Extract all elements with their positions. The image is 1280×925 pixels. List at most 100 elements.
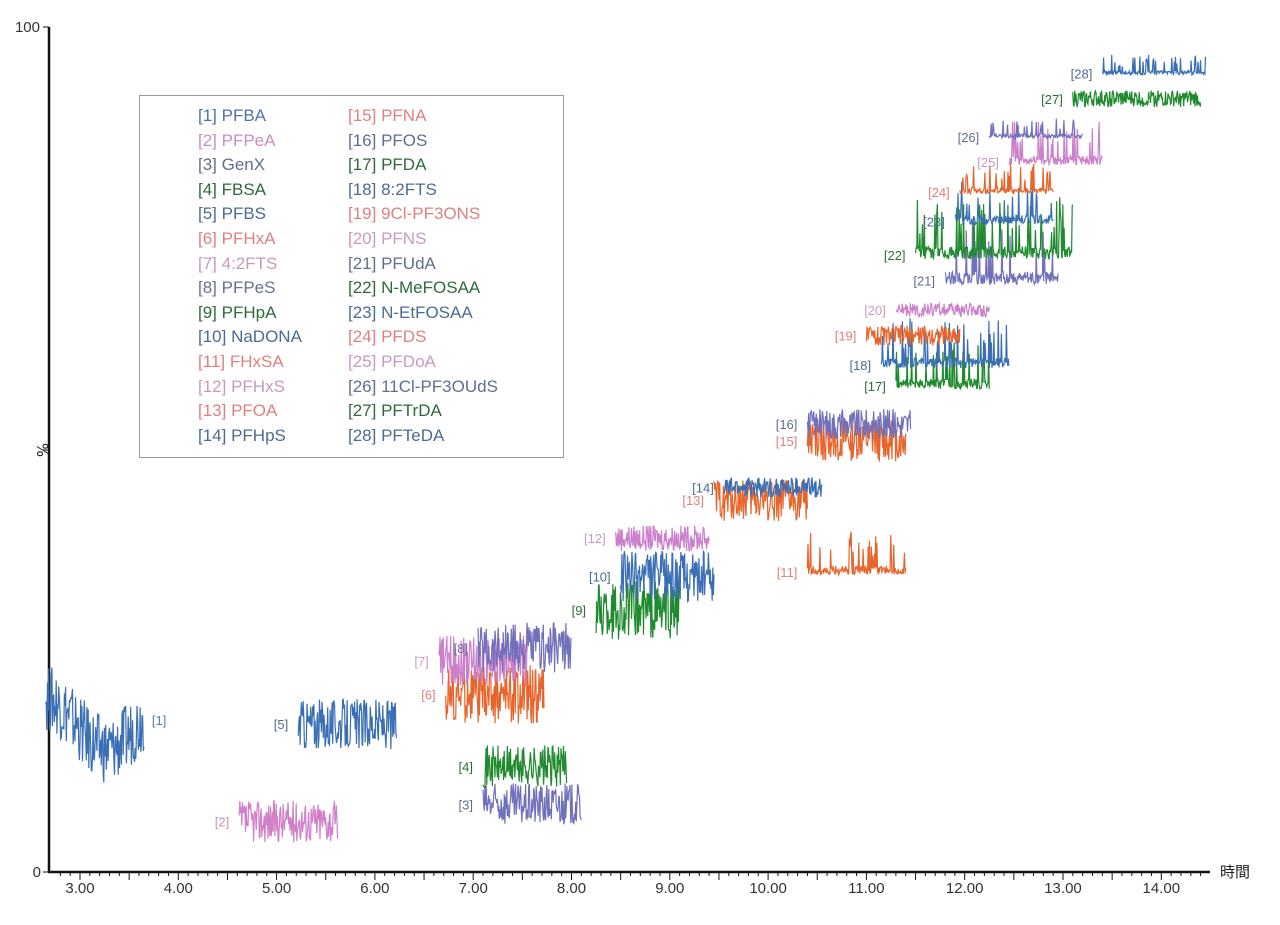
legend-item: [27] PFTrDA <box>348 401 442 421</box>
x-tick-label: 14.00 <box>1143 880 1181 897</box>
legend-item: [28] PFTeDA <box>348 425 445 445</box>
x-tick-label: 6.00 <box>360 880 389 897</box>
legend-item: [23] N-EtFOSAA <box>348 302 473 322</box>
y-tick-label-100: 100 <box>15 19 40 36</box>
legend-item: [2] PFPeA <box>198 130 276 150</box>
x-tick-label: 10.00 <box>749 880 787 897</box>
legend-column-2: [15] PFNA [16] PFOS [17] PFDA [18] 8:2FTS [1… <box>348 104 498 448</box>
legend-item: [19] 9Cl-PF3ONS <box>348 204 481 224</box>
x-tick-label: 13.00 <box>1044 880 1082 897</box>
peak-label-21: [21] <box>913 274 935 289</box>
peak-label-24: [24] <box>928 185 950 200</box>
peak-label-4: [4] <box>459 759 473 774</box>
peak-label-13: [13] <box>682 493 704 508</box>
legend-item: [22] N-MeFOSAA <box>348 278 481 298</box>
peak-label-6: [6] <box>421 688 435 703</box>
trace-11 <box>806 531 907 578</box>
legend-item: [17] PFDA <box>348 155 427 175</box>
peak-label-14: [14] <box>692 481 714 496</box>
x-tick-label: 11.00 <box>848 880 884 897</box>
trace-18 <box>880 318 1010 369</box>
x-tick-label: 4.00 <box>164 880 193 897</box>
x-tick-label: 3.00 <box>65 880 94 897</box>
trace-27 <box>1072 89 1202 109</box>
peak-label-26: [26] <box>958 130 980 145</box>
peak-label-17: [17] <box>864 379 886 394</box>
legend: [1] PFBA [2] PFPeA [3] GenX [4] FBSA [5] PFB… <box>139 95 564 458</box>
peak-label-1: [1] <box>152 713 166 728</box>
peak-label-27: [27] <box>1041 92 1063 107</box>
peak-label-15: [15] <box>776 434 798 449</box>
trace-14 <box>723 476 823 498</box>
legend-item: [4] FBSA <box>198 179 267 199</box>
trace-3 <box>482 783 582 825</box>
trace-26 <box>988 118 1083 141</box>
x-tick-label: 9.00 <box>655 880 684 897</box>
peak-label-25: [25] <box>977 155 999 170</box>
x-tick-label: 8.00 <box>557 880 586 897</box>
peak-label-10: [10] <box>589 569 611 584</box>
trace-12 <box>615 525 710 552</box>
x-axis-title: 時間 <box>1220 863 1250 881</box>
traces <box>45 54 1207 843</box>
trace-4 <box>482 744 568 789</box>
peak-label-20: [20] <box>864 303 886 318</box>
legend-item: [15] PFNA <box>348 106 427 125</box>
legend-item: [1] PFBA <box>198 106 267 125</box>
x-tick-label: 7.00 <box>459 880 488 897</box>
legend-column-1: [1] PFBA [2] PFPeA [3] GenX [4] FBSA [5] PFB… <box>198 104 302 448</box>
trace-20 <box>895 301 990 319</box>
legend-item: [18] 8:2FTS <box>348 179 437 199</box>
legend-item: [25] PFDoA <box>348 351 436 371</box>
legend-item: [12] PFHxS <box>198 376 285 396</box>
y-axis-title: % <box>33 443 51 457</box>
trace-16 <box>806 409 912 440</box>
legend-item: [6] PFHxA <box>198 228 276 248</box>
peak-label-3: [3] <box>459 797 473 812</box>
peak-label-5: [5] <box>274 717 288 732</box>
x-tick-label: 5.00 <box>262 880 291 897</box>
trace-23 <box>954 181 1054 227</box>
x-ticks: 3.00 4.00 5.00 6.00 7.00 8.00 9.00 10.00 11.00 12… <box>59 872 1202 897</box>
legend-item: [9] PFHpA <box>198 302 277 322</box>
trace-24 <box>959 162 1054 196</box>
legend-item: [10] NaDONA <box>198 327 302 347</box>
trace-1 <box>45 667 145 783</box>
peak-label-19: [19] <box>835 328 857 343</box>
trace-6 <box>445 664 545 724</box>
trace-19 <box>865 324 961 346</box>
trace-8 <box>477 622 573 673</box>
peak-label-9: [9] <box>572 603 586 618</box>
trace-2 <box>238 800 339 843</box>
legend-item: [11] FHxSA <box>198 351 284 371</box>
trace-10 <box>620 549 715 604</box>
peak-label-23: [23] <box>923 214 945 229</box>
axes: 100 0 % 時間 3.00 4.00 5.00 6.00 7.00 8.00 9.00 1… <box>15 19 1250 897</box>
peak-label-12: [12] <box>584 531 606 546</box>
legend-item: [26] 11Cl-PF3OUdS <box>348 376 498 396</box>
legend-item: [5] PFBS <box>198 204 267 224</box>
trace-22 <box>914 197 1074 261</box>
legend-item: [14] PFHpS <box>198 425 286 445</box>
x-tick-label: 12.00 <box>946 880 984 897</box>
legend-item: [24] PFDS <box>348 327 427 347</box>
peak-label-22: [22] <box>884 248 906 263</box>
legend-item: [3] GenX <box>198 155 266 175</box>
peak-label-18: [18] <box>849 358 871 373</box>
peak-label-7: [7] <box>414 654 428 669</box>
peak-label-28: [28] <box>1071 66 1093 81</box>
trace-28 <box>1101 54 1207 77</box>
peak-labels: [1] [2] [3] [4] [5] [6] [7] [8] [9] [10] [11] [12] [… <box>152 66 1092 829</box>
legend-item: [20] PFNS <box>348 228 427 248</box>
peak-label-11: [11] <box>777 565 798 580</box>
y-tick-label-0: 0 <box>33 864 41 881</box>
legend-item: [16] PFOS <box>348 130 428 150</box>
trace-5 <box>297 698 398 750</box>
peak-label-2: [2] <box>215 814 229 829</box>
peak-label-16: [16] <box>776 417 798 432</box>
legend-item: [7] 4:2FTS <box>198 253 278 273</box>
peak-label-8: [8] <box>454 641 468 656</box>
trace-21 <box>944 221 1059 287</box>
trace-13 <box>713 479 808 522</box>
